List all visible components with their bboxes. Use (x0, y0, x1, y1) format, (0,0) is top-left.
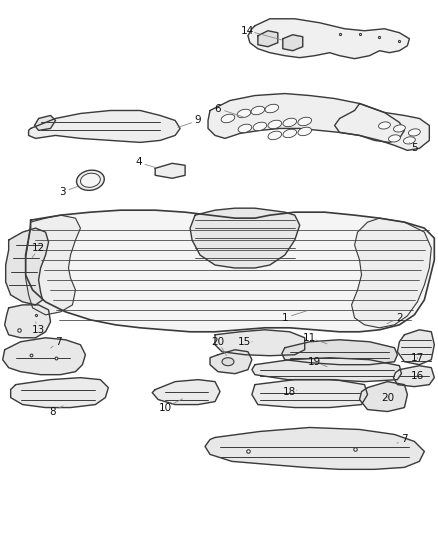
Ellipse shape (409, 129, 420, 136)
Polygon shape (210, 350, 252, 374)
Text: 9: 9 (195, 116, 201, 125)
Text: 14: 14 (241, 26, 254, 36)
Text: 8: 8 (49, 407, 56, 416)
Ellipse shape (265, 104, 279, 113)
Text: 5: 5 (411, 143, 418, 154)
Text: 6: 6 (215, 103, 221, 114)
Text: 11: 11 (303, 333, 316, 343)
Polygon shape (5, 305, 50, 338)
Ellipse shape (251, 106, 265, 115)
Ellipse shape (378, 122, 390, 129)
Text: 12: 12 (32, 243, 45, 253)
Polygon shape (190, 208, 300, 268)
Polygon shape (360, 382, 407, 411)
Ellipse shape (298, 127, 311, 136)
Text: 17: 17 (411, 353, 424, 363)
Ellipse shape (77, 170, 104, 190)
Polygon shape (215, 330, 305, 356)
Polygon shape (3, 338, 85, 375)
Polygon shape (25, 210, 434, 332)
Polygon shape (258, 31, 278, 47)
Polygon shape (155, 163, 185, 178)
Polygon shape (393, 366, 434, 386)
Ellipse shape (389, 135, 400, 142)
Text: 3: 3 (59, 187, 66, 197)
Text: 19: 19 (308, 357, 321, 367)
Polygon shape (352, 218, 431, 328)
Text: 7: 7 (55, 337, 62, 347)
Text: 15: 15 (238, 337, 251, 347)
Polygon shape (248, 19, 410, 59)
Polygon shape (252, 358, 401, 382)
Ellipse shape (283, 118, 297, 127)
Ellipse shape (393, 125, 405, 132)
Text: 16: 16 (411, 370, 424, 381)
Polygon shape (252, 379, 367, 408)
Polygon shape (11, 378, 108, 408)
Text: 1: 1 (282, 313, 288, 323)
Text: 10: 10 (159, 402, 172, 413)
Polygon shape (397, 330, 434, 365)
Text: 20: 20 (381, 393, 394, 402)
Text: 13: 13 (32, 325, 45, 335)
Text: 4: 4 (135, 157, 141, 167)
Polygon shape (152, 379, 220, 405)
Text: 7: 7 (401, 434, 408, 445)
Polygon shape (208, 94, 404, 142)
Polygon shape (282, 340, 397, 365)
Ellipse shape (268, 120, 282, 128)
Text: 18: 18 (283, 386, 297, 397)
Polygon shape (25, 215, 81, 315)
Polygon shape (283, 35, 303, 51)
Ellipse shape (298, 117, 311, 126)
Ellipse shape (253, 122, 267, 131)
Polygon shape (205, 427, 424, 470)
Ellipse shape (268, 131, 282, 140)
Ellipse shape (81, 173, 100, 188)
Polygon shape (35, 116, 56, 131)
Ellipse shape (403, 137, 415, 144)
Polygon shape (335, 103, 429, 150)
Ellipse shape (222, 358, 234, 366)
Ellipse shape (283, 129, 297, 138)
Ellipse shape (238, 124, 252, 133)
Text: 2: 2 (396, 313, 403, 323)
Text: 20: 20 (212, 337, 225, 347)
Polygon shape (28, 110, 180, 142)
Polygon shape (6, 228, 49, 305)
Ellipse shape (221, 114, 235, 123)
Ellipse shape (237, 109, 251, 118)
